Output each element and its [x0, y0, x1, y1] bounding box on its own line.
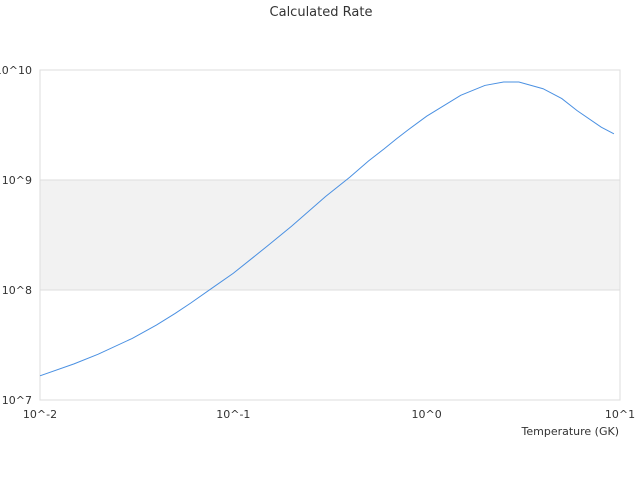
- plot-band: [40, 180, 620, 290]
- x-tick-label: 10^0: [412, 408, 442, 421]
- x-tick-labels: 10^-2 10^-1 10^0 10^1: [23, 408, 635, 421]
- y-tick-label: 10^9: [2, 174, 32, 187]
- plot-bands: [40, 180, 620, 290]
- plot-frame: [39, 69, 621, 401]
- series-line: [39, 81, 615, 377]
- series-layer: [39, 81, 615, 377]
- y-tick-label: 10^7: [2, 394, 32, 407]
- x-tick-label: 10^-1: [216, 408, 250, 421]
- x-tick-label: 10^1: [605, 408, 635, 421]
- x-tick-label: 10^-2: [23, 408, 57, 421]
- y-tick-label: 10^10: [0, 64, 32, 77]
- chart-title: Calculated Rate: [270, 5, 373, 20]
- y-tick-labels: 10^7 10^8 10^9 10^10: [0, 64, 32, 407]
- x-axis-label: Temperature (GK): [521, 425, 620, 438]
- plot-border: [39, 69, 621, 401]
- y-tick-label: 10^8: [2, 284, 32, 297]
